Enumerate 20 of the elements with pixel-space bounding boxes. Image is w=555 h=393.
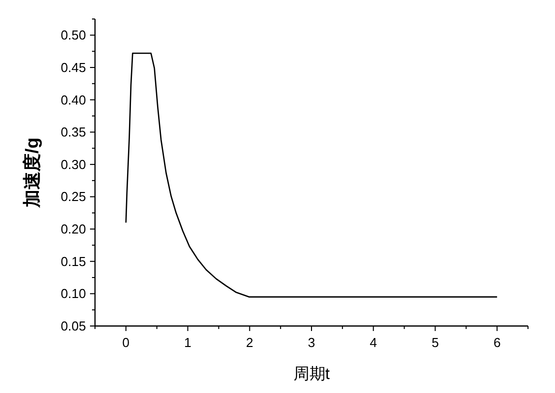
x-tick-label: 3 [308,335,316,350]
x-tick-label: 2 [246,335,254,350]
y-tick-label: 0.30 [60,156,86,172]
y-tick-label: 0.45 [60,60,86,75]
line-series [125,52,498,298]
x-tick-label: 6 [493,335,501,350]
x-tick-label: 0 [122,335,130,350]
y-axis-title: 加速度/g [22,138,42,208]
y-tick-label: 0.15 [60,254,86,269]
y-tick-label: 0.20 [60,222,86,237]
x-tick-label: 1 [184,335,192,350]
y-tick-label: 0.05 [60,318,86,334]
x-tick-label: 4 [370,335,377,350]
y-tick-label: 0.35 [60,124,86,140]
x-tick-label: 5 [432,335,439,350]
x-axis-title: 周期t [293,365,330,383]
y-tick-label: 0.40 [60,92,86,108]
y-tick-label: 0.25 [60,189,86,204]
y-tick-label: 0.50 [60,28,86,43]
y-tick-label: 0.10 [60,286,86,302]
